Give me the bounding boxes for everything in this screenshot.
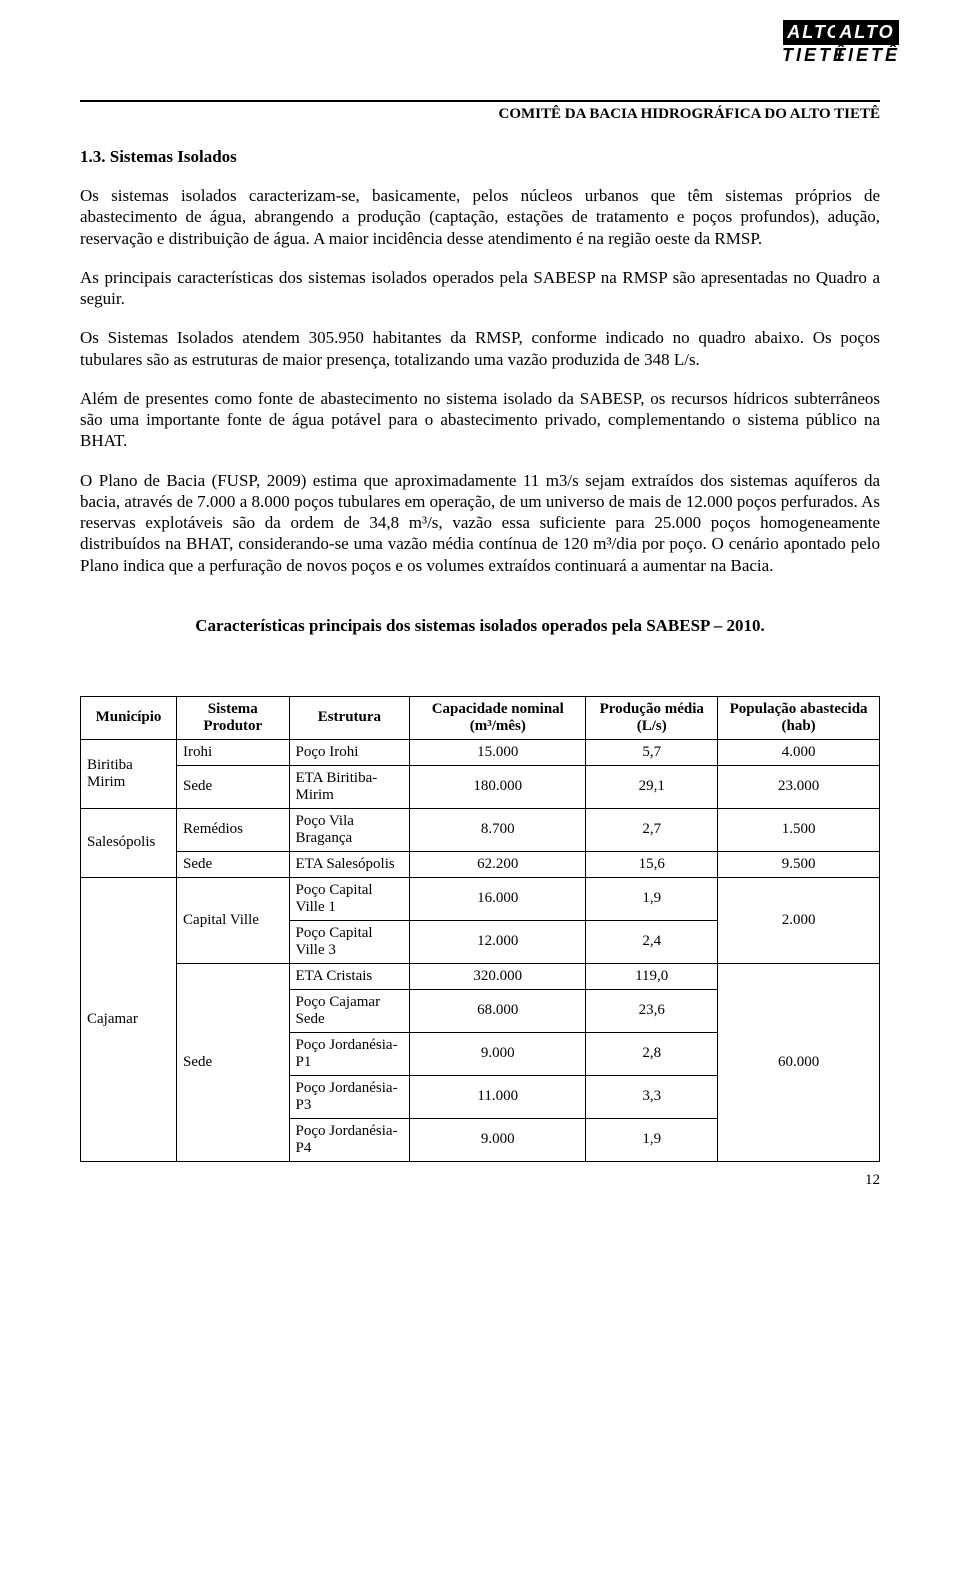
cell-prod: 119,0 — [586, 963, 718, 989]
section-title: 1.3. Sistemas Isolados — [80, 147, 880, 167]
cell-sist: Sede — [177, 851, 289, 877]
paragraph-5: O Plano de Bacia (FUSP, 2009) estima que… — [80, 470, 880, 576]
table-row: Biritiba Mirim Irohi Poço Irohi 15.000 5… — [81, 739, 880, 765]
cell-prod: 3,3 — [586, 1075, 718, 1118]
cell-cap: 320.000 — [410, 963, 586, 989]
table-row: Salesópolis Remédios Poço Vila Bragança … — [81, 808, 880, 851]
logo-bottom-text-2: TIETÊ — [834, 45, 900, 66]
cell-muni: Salesópolis — [81, 808, 177, 877]
table-row: Cajamar Capital Ville Poço Capital Ville… — [81, 877, 880, 920]
header-divider — [80, 100, 880, 102]
cell-prod: 23,6 — [586, 989, 718, 1032]
cell-sist: Remédios — [177, 808, 289, 851]
cell-sist: Irohi — [177, 739, 289, 765]
cell-estr: Poço Vila Bragança — [289, 808, 410, 851]
cell-cap: 16.000 — [410, 877, 586, 920]
cell-pop: 1.500 — [718, 808, 880, 851]
cell-cap: 62.200 — [410, 851, 586, 877]
cell-prod: 15,6 — [586, 851, 718, 877]
data-table: Município Sistema Produtor Estrutura Cap… — [80, 696, 880, 1162]
cell-prod: 2,7 — [586, 808, 718, 851]
cell-pop: 4.000 — [718, 739, 880, 765]
header-committee: COMITÊ DA BACIA HIDROGRÁFICA DO ALTO TIE… — [80, 106, 880, 123]
paragraph-1: Os sistemas isolados caracterizam-se, ba… — [80, 185, 880, 249]
logo-group: ALTO TIETÊ ALTO TIETÊ — [782, 20, 900, 66]
cell-estr: ETA Salesópolis — [289, 851, 410, 877]
th-capacidade: Capacidade nominal (m³/mês) — [410, 696, 586, 739]
table-row: Sede ETA Biritiba-Mirim 180.000 29,1 23.… — [81, 765, 880, 808]
cell-prod: 1,9 — [586, 1118, 718, 1161]
cell-sist: Capital Ville — [177, 877, 289, 963]
cell-cap: 8.700 — [410, 808, 586, 851]
cell-sist: Sede — [177, 963, 289, 1161]
cell-cap: 9.000 — [410, 1118, 586, 1161]
cell-prod: 1,9 — [586, 877, 718, 920]
cell-estr: ETA Biritiba-Mirim — [289, 765, 410, 808]
th-municipio: Município — [81, 696, 177, 739]
logo-top-text-2: ALTO — [835, 20, 898, 45]
cell-prod: 29,1 — [586, 765, 718, 808]
cell-estr: Poço Jordanésia-P4 — [289, 1118, 410, 1161]
cell-estr: Poço Cajamar Sede — [289, 989, 410, 1032]
cell-muni: Biritiba Mirim — [81, 739, 177, 808]
cell-pop: 9.500 — [718, 851, 880, 877]
th-populacao: População abastecida (hab) — [718, 696, 880, 739]
cell-estr: Poço Jordanésia-P1 — [289, 1032, 410, 1075]
logo-shadow: ALTO TIETÊ — [834, 20, 900, 66]
cell-estr: ETA Cristais — [289, 963, 410, 989]
page-number: 12 — [80, 1172, 880, 1189]
cell-pop: 60.000 — [718, 963, 880, 1161]
cell-cap: 68.000 — [410, 989, 586, 1032]
cell-estr: Poço Capital Ville 3 — [289, 920, 410, 963]
th-producao: Produção média (L/s) — [586, 696, 718, 739]
table-row: Sede ETA Cristais 320.000 119,0 60.000 — [81, 963, 880, 989]
cell-estr: Poço Jordanésia-P3 — [289, 1075, 410, 1118]
cell-sist: Sede — [177, 765, 289, 808]
cell-prod: 2,4 — [586, 920, 718, 963]
cell-cap: 180.000 — [410, 765, 586, 808]
cell-prod: 5,7 — [586, 739, 718, 765]
cell-pop: 2.000 — [718, 877, 880, 963]
th-estrutura: Estrutura — [289, 696, 410, 739]
cell-cap: 12.000 — [410, 920, 586, 963]
cell-cap: 11.000 — [410, 1075, 586, 1118]
cell-muni: Cajamar — [81, 877, 177, 1161]
paragraph-2: As principais características dos sistem… — [80, 267, 880, 310]
cell-prod: 2,8 — [586, 1032, 718, 1075]
table-row: Sede ETA Salesópolis 62.200 15,6 9.500 — [81, 851, 880, 877]
cell-estr: Poço Irohi — [289, 739, 410, 765]
table-header-row: Município Sistema Produtor Estrutura Cap… — [81, 696, 880, 739]
table-title: Características principais dos sistemas … — [80, 616, 880, 636]
cell-estr: Poço Capital Ville 1 — [289, 877, 410, 920]
document-page: ALTO TIETÊ ALTO TIETÊ COMITÊ DA BACIA HI… — [0, 0, 960, 1229]
cell-cap: 15.000 — [410, 739, 586, 765]
paragraph-4: Além de presentes como fonte de abasteci… — [80, 388, 880, 452]
cell-cap: 9.000 — [410, 1032, 586, 1075]
paragraph-3: Os Sistemas Isolados atendem 305.950 hab… — [80, 327, 880, 370]
cell-pop: 23.000 — [718, 765, 880, 808]
th-sistema: Sistema Produtor — [177, 696, 289, 739]
